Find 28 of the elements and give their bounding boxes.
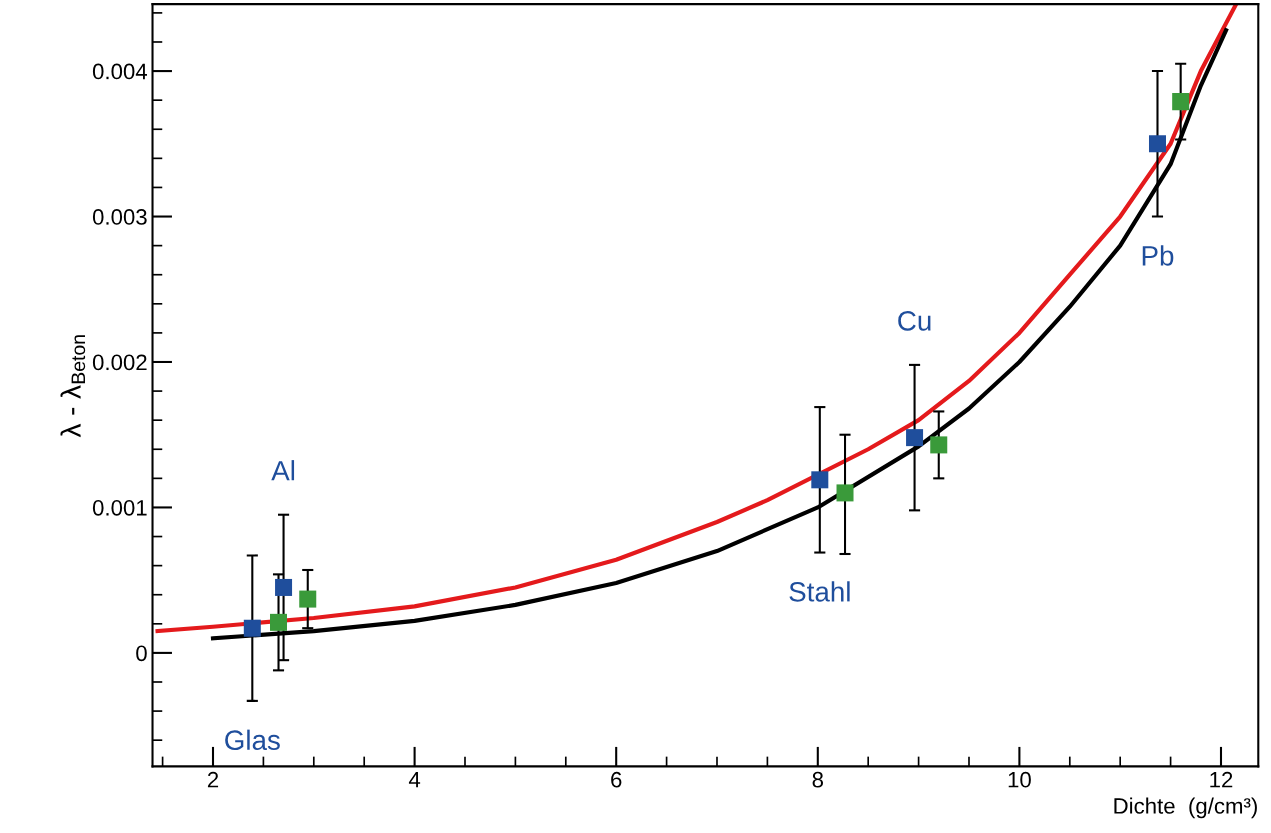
annotation: Cu [898, 311, 931, 331]
y-axis-title: λ - λ$_{Beton}$ [60, 335, 86, 438]
annotation: Stahl [789, 581, 850, 602]
x-tick-label: 10 [1008, 771, 1031, 788]
point [906, 429, 924, 447]
point [811, 471, 829, 489]
y-tick-label: 0.004 [92, 63, 148, 80]
point [275, 578, 293, 596]
x-tick-label: 12 [1210, 771, 1233, 788]
y-tick-label: 0.002 [92, 354, 147, 371]
annotation: Glas [225, 729, 280, 751]
point [243, 619, 261, 637]
y-tick-label: 0.003 [92, 209, 147, 225]
x-tick-label: 6 [611, 771, 622, 788]
annotation: Pb [1142, 245, 1174, 266]
annotation: Al [271, 460, 295, 481]
point [1148, 135, 1166, 153]
x-tick-label: 4 [408, 772, 421, 788]
point [299, 590, 317, 608]
point [270, 613, 288, 631]
x-axis-title: Dichte (g/cm³) [1114, 797, 1257, 819]
point [930, 436, 948, 454]
y-tick-label: 0 [136, 645, 147, 662]
x-tick-label: 8 [812, 771, 824, 788]
x-tick-label: 2 [207, 771, 219, 788]
y-tick-label: 0.001 [92, 499, 147, 516]
point [1172, 93, 1190, 111]
point [836, 484, 854, 502]
